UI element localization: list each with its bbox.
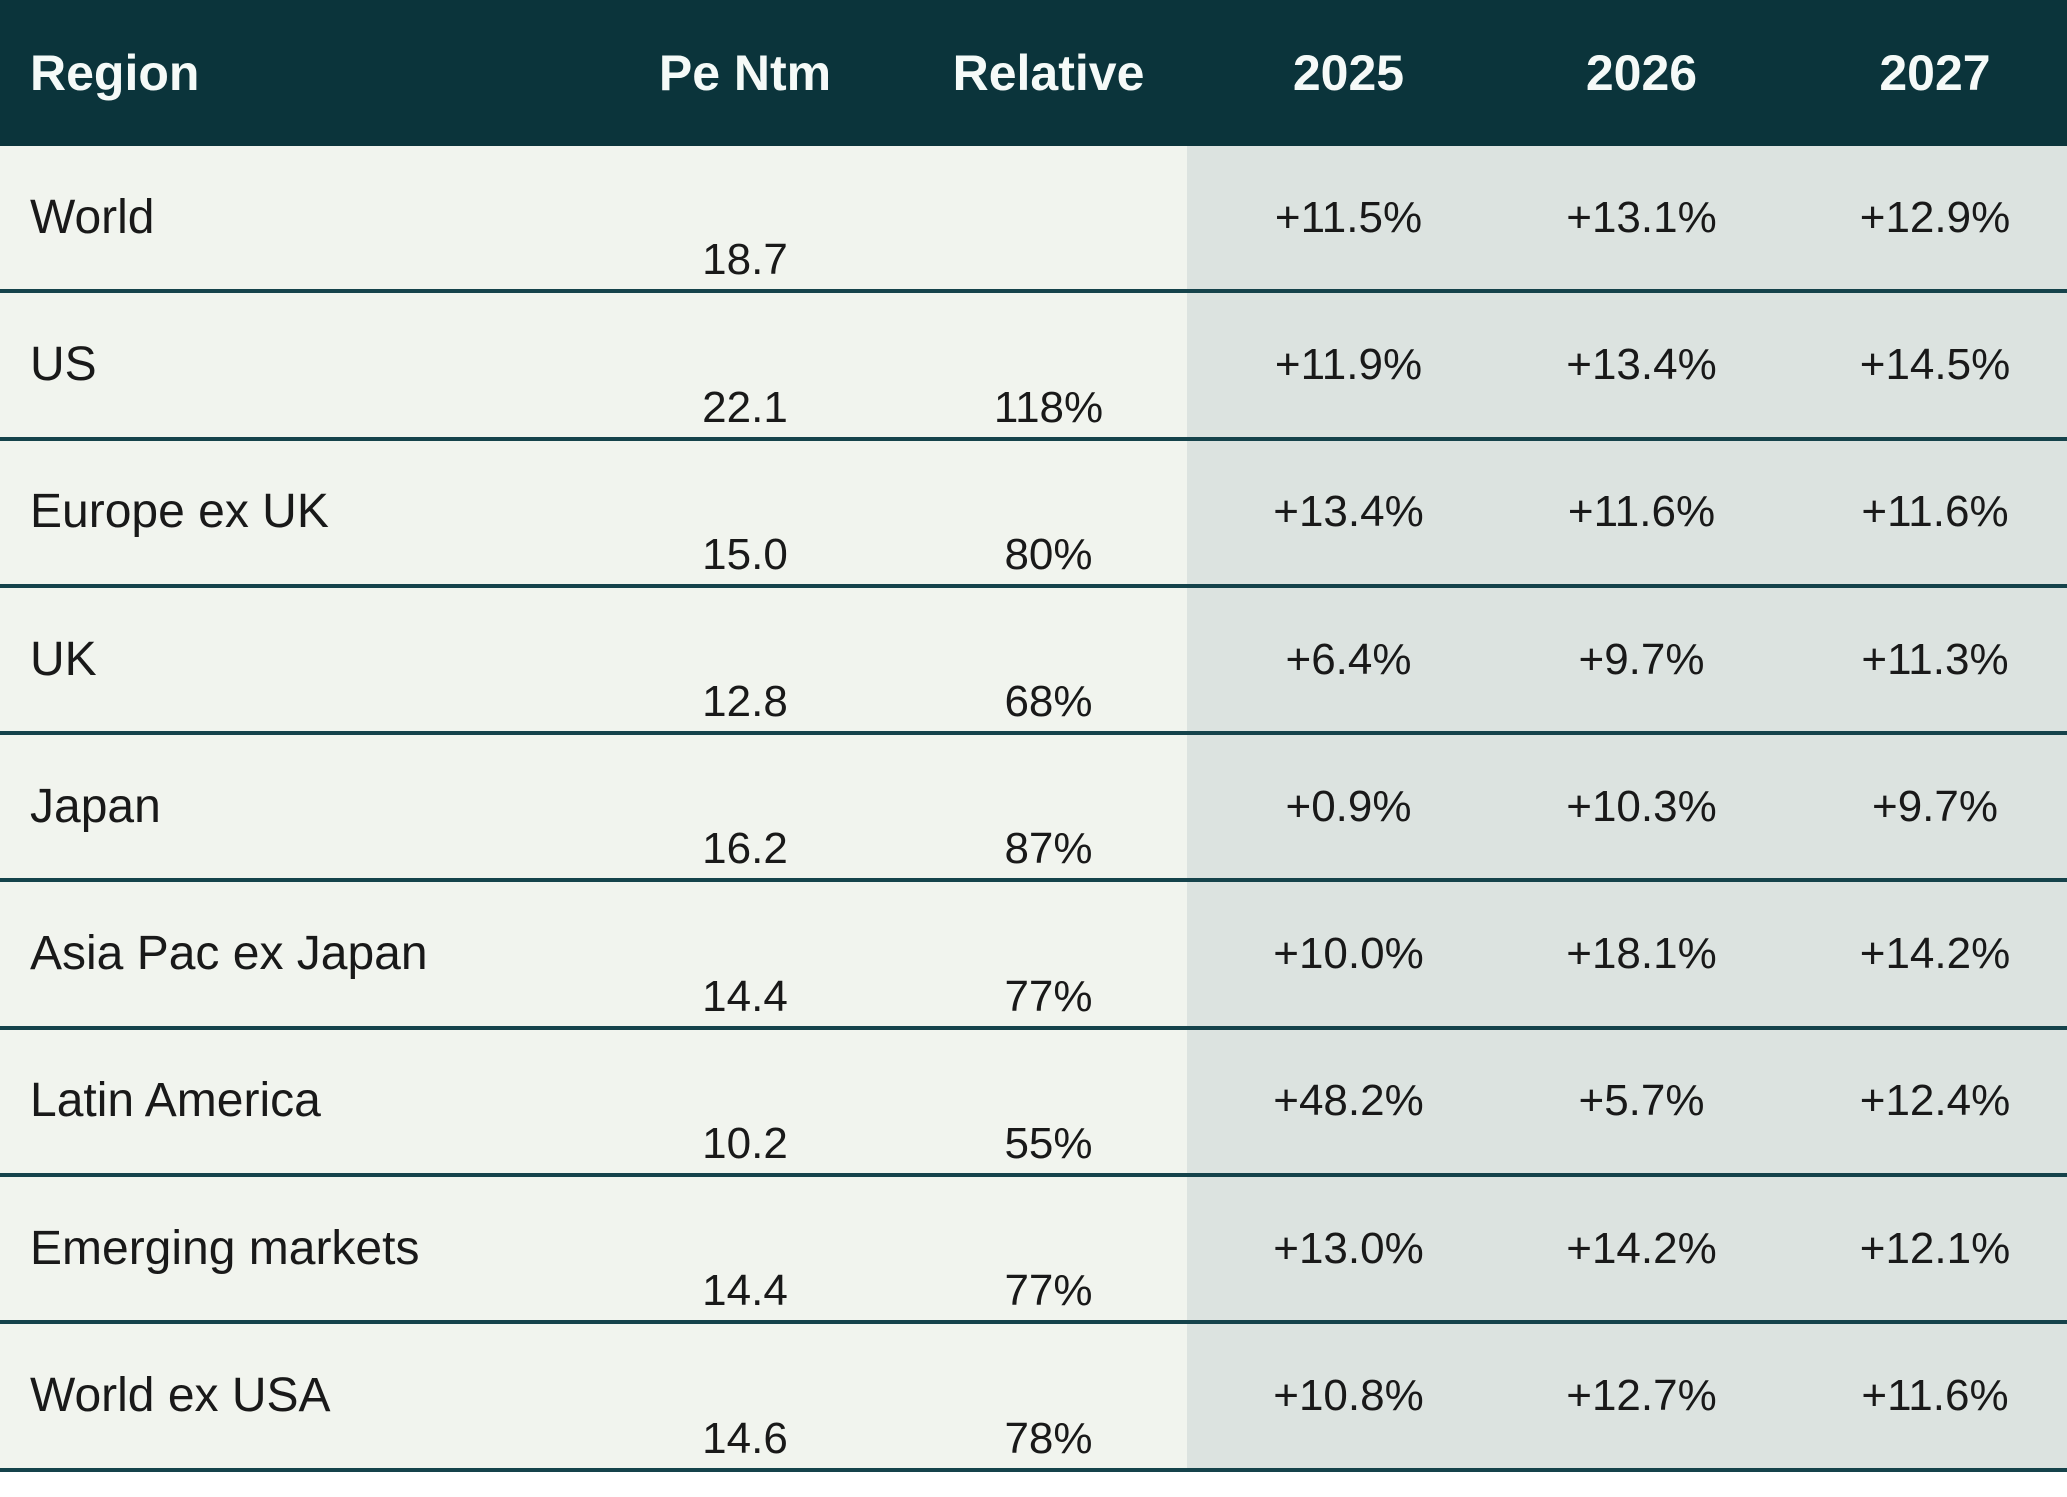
relative-value-cell: 78% (950, 1324, 1187, 1468)
table-row: World ex USA 14.6 78% +10.8% +12.7% +11.… (0, 1324, 2067, 1472)
table-row: Europe ex UK 15.0 80% +13.4% +11.6% +11.… (0, 440, 2067, 588)
growth-2025-cell: +11.5% (1187, 146, 1480, 290)
pe-ntm-value-cell: 14.4 (540, 1177, 950, 1321)
pe-ntm-value-cell: 14.4 (540, 882, 950, 1026)
region-name-cell: US (0, 293, 540, 437)
table-row: Japan 16.2 87% +0.9% +10.3% +9.7% (0, 735, 2067, 883)
growth-2026-cell: +14.2% (1480, 1177, 1773, 1321)
growth-2026-cell: +18.1% (1480, 882, 1773, 1026)
table-row: Latin America 10.2 55% +48.2% +5.7% +12.… (0, 1029, 2067, 1178)
growth-2027-cell: +11.6% (1773, 440, 2067, 584)
header-cell-2027: 2027 (1879, 45, 1991, 101)
region-name-cell: Asia Pac ex Japan (0, 882, 540, 1026)
table-row: Asia Pac ex Japan 14.4 77% +10.0% +18.1%… (0, 882, 2067, 1030)
growth-2027-cell: +9.7% (1773, 735, 2067, 879)
region-name-cell: UK (0, 587, 540, 732)
pe-ntm-value-cell: 15.0 (540, 440, 950, 584)
growth-2027-cell: +12.4% (1773, 1029, 2067, 1174)
table-body: World 18.7 +11.5% +13.1% +12.9% US 22.1 … (0, 146, 2067, 1472)
header-cell-relative: Relative (952, 45, 1145, 101)
pe-ntm-value-cell: 14.6 (540, 1324, 950, 1468)
table-row: UK 12.8 68% +6.4% +9.7% +11.3% (0, 587, 2067, 736)
growth-2025-cell: +0.9% (1187, 735, 1480, 879)
table-row: World 18.7 +11.5% +13.1% +12.9% (0, 146, 2067, 294)
growth-2026-cell: +5.7% (1480, 1029, 1773, 1174)
region-name-cell: Emerging markets (0, 1177, 540, 1321)
pe-ntm-value-cell: 16.2 (540, 735, 950, 879)
growth-2025-cell: +10.8% (1187, 1324, 1480, 1468)
relative-value-cell (950, 146, 1187, 290)
growth-2027-cell: +12.1% (1773, 1177, 2067, 1321)
growth-2025-cell: +6.4% (1187, 587, 1480, 732)
growth-2026-cell: +10.3% (1480, 735, 1773, 879)
region-name-cell: Japan (0, 735, 540, 879)
relative-value-cell: 77% (950, 1177, 1187, 1321)
growth-2025-cell: +13.4% (1187, 440, 1480, 584)
relative-value-cell: 55% (950, 1029, 1187, 1174)
growth-2027-cell: +14.2% (1773, 882, 2067, 1026)
relative-value-cell: 118% (950, 293, 1187, 437)
growth-2025-cell: +10.0% (1187, 882, 1480, 1026)
pe-ntm-value-cell: 22.1 (540, 293, 950, 437)
header-cell-2025: 2025 (1292, 45, 1405, 101)
relative-value-cell: 80% (950, 440, 1187, 584)
growth-2026-cell: +12.7% (1480, 1324, 1773, 1468)
growth-2027-cell: +11.6% (1773, 1324, 2067, 1468)
growth-2027-cell: +12.9% (1773, 146, 2067, 290)
region-name-cell: Europe ex UK (0, 440, 540, 584)
growth-2026-cell: +13.1% (1480, 146, 1773, 290)
growth-2026-cell: +11.6% (1480, 440, 1773, 584)
table-row: Emerging markets 14.4 77% +13.0% +14.2% … (0, 1177, 2067, 1325)
relative-value-cell: 68% (950, 587, 1187, 732)
header-cell-pe-ntm: Pe Ntm (658, 45, 832, 101)
pe-ntm-value-cell: 12.8 (540, 587, 950, 732)
pe-ntm-value-cell: 18.7 (540, 146, 950, 290)
header-cell-2026: 2026 (1585, 45, 1698, 101)
region-name-cell: Latin America (0, 1029, 540, 1174)
growth-2027-cell: +14.5% (1773, 293, 2067, 437)
table-header-row: Region Pe Ntm Relative 2025 2026 2027 (0, 0, 2067, 146)
growth-2025-cell: +13.0% (1187, 1177, 1480, 1321)
relative-value-cell: 87% (950, 735, 1187, 879)
pe-ntm-value-cell: 10.2 (540, 1029, 950, 1174)
growth-2027-cell: +11.3% (1773, 587, 2067, 732)
growth-2026-cell: +9.7% (1480, 587, 1773, 732)
region-name-cell: World (0, 146, 540, 290)
table-row: US 22.1 118% +11.9% +13.4% +14.5% (0, 293, 2067, 441)
header-cell-region: Region (30, 45, 200, 101)
growth-2025-cell: +11.9% (1187, 293, 1480, 437)
relative-value-cell: 77% (950, 882, 1187, 1026)
region-name-cell: World ex USA (0, 1324, 540, 1468)
growth-2025-cell: +48.2% (1187, 1029, 1480, 1174)
growth-2026-cell: +13.4% (1480, 293, 1773, 437)
